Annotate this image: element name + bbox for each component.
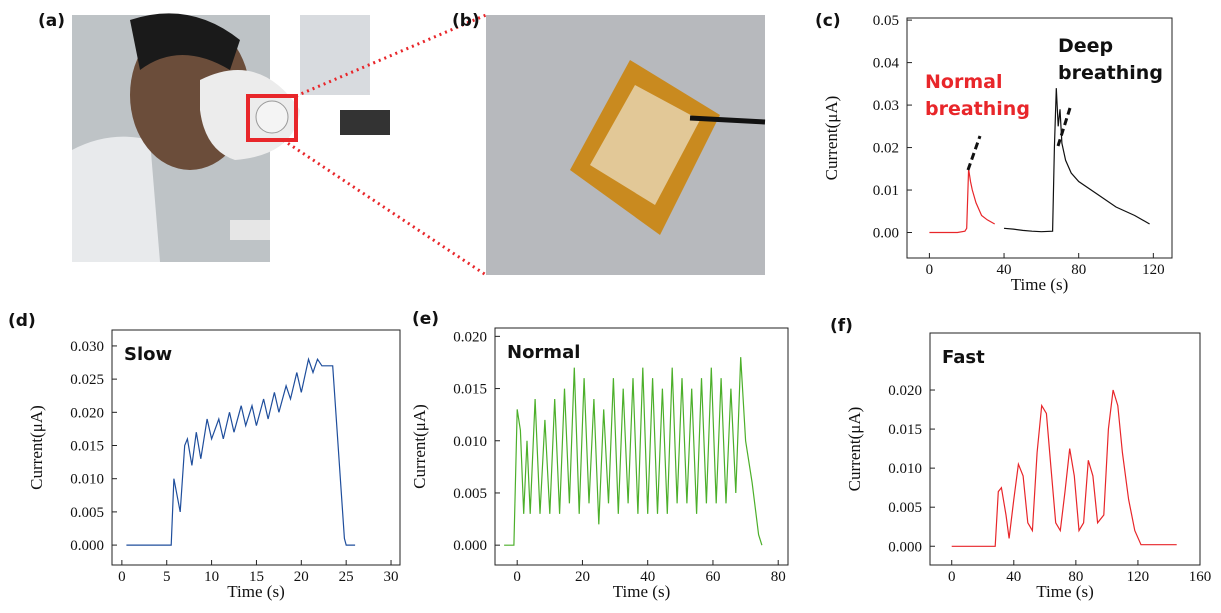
x-tick-label: 80 [1068,569,1083,585]
x-tick-label: 80 [1071,262,1086,278]
plot-frame [906,17,1173,259]
x-tick-label: 5 [163,569,171,585]
annotation: Normal breathing [925,71,1030,120]
y-tick-label: 0.03 [873,98,899,114]
y-tick-label: 0.00 [873,226,899,242]
x-tick-label: 40 [640,569,655,585]
annotation-line: Normal [925,71,1002,93]
annotation-pointer [1056,107,1072,147]
chart-title: Slow [124,344,172,365]
x-axis-label: Time (s) [1036,582,1093,601]
panel-label: (c) [815,11,841,31]
y-tick-label: 0.02 [873,141,899,157]
x-tick-label: 160 [1189,569,1212,585]
data-line [504,357,763,546]
panel-label: (e) [412,309,439,329]
x-tick-label: 15 [249,569,264,585]
x-tick-label: 40 [997,262,1012,278]
annotation-line: breathing [1058,62,1163,84]
annotation-pointer [966,135,982,171]
x-axis-label: Time (s) [1011,275,1068,294]
y-tick-label: 0.020 [70,405,104,421]
y-tick-label: 0.025 [70,372,104,388]
y-tick-label: 0.000 [70,538,104,554]
panel-label: (a) [38,11,65,31]
y-tick-label: 0.015 [453,382,487,398]
y-tick-label: 0.010 [453,434,487,450]
data-line [929,168,995,234]
y-tick-label: 0.000 [888,539,922,555]
y-tick-label: 0.015 [70,439,104,455]
x-tick-label: 0 [926,262,934,278]
x-tick-label: 40 [1006,569,1021,585]
y-axis-label: Current(μA) [410,404,429,489]
plot-frame [494,327,789,566]
panel-label: (d) [8,311,36,331]
panel-label: (f) [830,316,853,336]
data-line [1003,88,1150,233]
plot-frame [929,332,1201,566]
x-tick-label: 0 [118,569,126,585]
x-tick-label: 60 [705,569,720,585]
y-tick-label: 0.020 [453,329,487,345]
plot-frame [111,329,401,566]
y-tick-label: 0.000 [453,538,487,554]
y-tick-label: 0.005 [70,505,104,521]
annotation-line: Deep [1058,35,1113,57]
x-tick-label: 20 [294,569,309,585]
x-tick-label: 80 [771,569,786,585]
annotation: Deep breathing [1058,35,1163,84]
y-tick-label: 0.01 [873,183,899,199]
y-axis-label: Current(μA) [822,96,841,181]
x-tick-label: 120 [1127,569,1150,585]
y-tick-label: 0.010 [888,461,922,477]
annotation-line: breathing [925,98,1030,120]
x-axis-label: Time (s) [227,582,284,601]
x-tick-label: 0 [513,569,521,585]
y-axis-label: Current(μA) [27,405,46,490]
y-tick-label: 0.020 [888,383,922,399]
y-tick-label: 0.04 [873,56,900,72]
y-tick-label: 0.005 [453,486,487,502]
data-line [126,356,356,546]
x-tick-label: 120 [1142,262,1165,278]
panel-label: (b) [452,11,480,31]
zoom-line [282,138,487,277]
y-tick-label: 0.05 [873,13,899,29]
y-tick-label: 0.005 [888,500,922,516]
y-tick-label: 0.010 [70,472,104,488]
chart-title: Fast [942,347,985,368]
x-tick-label: 10 [204,569,219,585]
y-axis-label: Current(μA) [845,407,864,492]
photo-b [486,15,766,275]
chart-title: Normal [507,342,580,363]
x-tick-label: 20 [575,569,590,585]
photo-a [72,13,390,262]
x-tick-label: 0 [948,569,956,585]
y-tick-label: 0.015 [888,422,922,438]
zoom-line [295,13,487,98]
y-tick-label: 0.030 [70,339,104,355]
x-tick-label: 25 [339,569,354,585]
x-tick-label: 30 [384,569,399,585]
data-line [951,389,1177,547]
x-axis-label: Time (s) [613,582,670,601]
